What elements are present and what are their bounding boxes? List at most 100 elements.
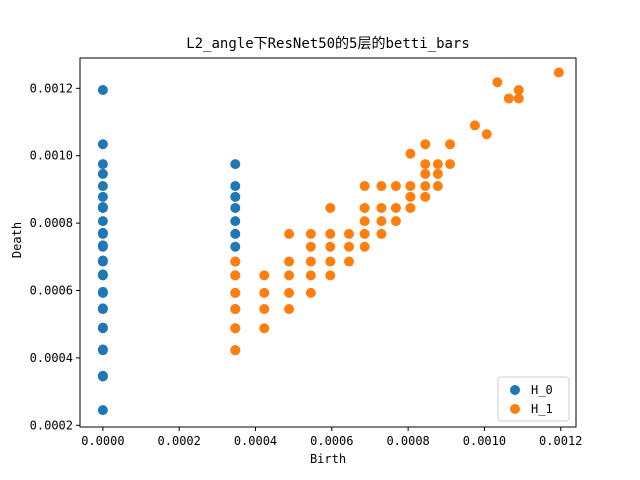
chart-title: L2_angle下ResNet50的5层的betti_bars xyxy=(186,36,470,52)
data-point-h-1-27 xyxy=(343,228,354,239)
plot-area xyxy=(97,67,564,416)
data-point-h-1-3 xyxy=(230,287,241,298)
data-point-h-1-32 xyxy=(359,181,370,192)
x-tick-label: 0.0000 xyxy=(81,434,124,448)
data-point-h-1-9 xyxy=(259,270,270,281)
data-point-h-0-22 xyxy=(97,191,108,202)
axes: 0.0000 0.0002 0.0004 0.0006 0.0008 0.0010 0.00… xyxy=(30,57,582,448)
data-point-h-0-37 xyxy=(230,202,241,213)
data-point-h-1-58 xyxy=(513,93,524,104)
data-point-h-0-16 xyxy=(97,240,108,251)
data-point-h-1-24 xyxy=(325,202,336,213)
x-tick-label: 0.0006 xyxy=(310,434,353,448)
data-point-h-1-38 xyxy=(390,202,401,213)
data-point-h-1-25 xyxy=(343,256,354,267)
legend-label-h-1: H_1 xyxy=(531,402,553,416)
data-point-h-0-24 xyxy=(97,168,108,179)
series-h-1 xyxy=(230,67,564,356)
data-point-h-1-14 xyxy=(284,228,295,239)
data-point-h-1-48 xyxy=(420,139,431,150)
data-point-h-1-30 xyxy=(359,216,370,227)
data-point-h-1-47 xyxy=(420,159,431,170)
data-point-h-0-6 xyxy=(97,322,108,333)
data-point-h-0-25 xyxy=(97,159,108,170)
data-point-h-1-52 xyxy=(445,159,456,170)
data-point-h-1-1 xyxy=(230,323,241,334)
legend-marker-h-0 xyxy=(510,385,520,395)
data-point-h-0-21 xyxy=(97,201,108,212)
data-point-h-1-6 xyxy=(259,323,270,334)
y-tick-label: 0.0004 xyxy=(30,351,73,365)
data-point-h-1-40 xyxy=(405,202,416,213)
data-point-h-1-33 xyxy=(376,228,387,239)
data-point-h-0-19 xyxy=(97,216,108,227)
series-h-0 xyxy=(97,85,241,416)
x-tick-label: 0.0010 xyxy=(463,434,506,448)
data-point-h-0-27 xyxy=(97,85,108,96)
data-point-h-1-10 xyxy=(284,304,295,315)
data-point-h-1-36 xyxy=(376,181,387,192)
y-tick-label: 0.0002 xyxy=(30,418,73,432)
data-point-h-1-49 xyxy=(432,181,443,192)
data-point-h-1-56 xyxy=(492,77,503,88)
data-point-h-1-26 xyxy=(343,241,354,252)
data-point-h-1-13 xyxy=(284,256,295,267)
data-point-h-0-18 xyxy=(97,227,108,238)
data-point-h-1-28 xyxy=(359,241,370,252)
x-tick-label: 0.0004 xyxy=(234,434,277,448)
data-point-h-0-36 xyxy=(230,216,241,227)
data-point-h-1-42 xyxy=(405,181,416,192)
plot-frame xyxy=(79,57,577,428)
data-point-h-0-12 xyxy=(97,269,108,280)
data-point-h-1-17 xyxy=(305,256,316,267)
x-tick-label: 0.0002 xyxy=(158,434,201,448)
data-point-h-1-22 xyxy=(325,241,336,252)
x-tick-label: 0.0008 xyxy=(386,434,429,448)
data-point-h-0-14 xyxy=(97,255,108,266)
y-tick-label: 0.0008 xyxy=(30,216,73,230)
y-axis-label: Death xyxy=(10,222,24,258)
data-point-h-0-26 xyxy=(97,139,108,150)
data-point-h-0-2 xyxy=(97,370,108,381)
data-point-h-0-10 xyxy=(97,286,108,297)
data-point-h-1-50 xyxy=(432,168,443,179)
data-point-h-1-31 xyxy=(359,202,370,213)
data-point-h-0-39 xyxy=(230,181,241,192)
y-tick-label: 0.0006 xyxy=(30,284,73,298)
data-point-h-1-7 xyxy=(259,304,270,315)
y-tick-label: 0.0012 xyxy=(30,81,73,95)
x-tick-label: 0.0012 xyxy=(539,434,582,448)
data-point-h-1-15 xyxy=(305,287,316,298)
data-point-h-1-54 xyxy=(469,120,480,131)
data-point-h-0-8 xyxy=(97,303,108,314)
data-point-h-1-4 xyxy=(230,270,241,281)
data-point-h-0-4 xyxy=(97,344,108,355)
data-point-h-1-60 xyxy=(553,67,564,78)
y-tick-label: 0.0010 xyxy=(30,149,73,163)
data-point-h-1-51 xyxy=(432,159,443,170)
data-point-h-1-5 xyxy=(230,256,241,267)
data-point-h-1-16 xyxy=(305,270,316,281)
data-point-h-1-29 xyxy=(359,228,370,239)
data-point-h-1-57 xyxy=(503,93,514,104)
legend-label-h-0: H_0 xyxy=(531,383,553,397)
x-axis-label: Birth xyxy=(310,452,346,466)
data-point-h-1-20 xyxy=(325,270,336,281)
data-point-h-1-37 xyxy=(390,216,401,227)
legend-marker-h-1 xyxy=(510,404,520,414)
data-point-h-1-18 xyxy=(305,241,316,252)
data-point-h-1-43 xyxy=(405,148,416,159)
data-point-h-0-23 xyxy=(97,181,108,192)
data-point-h-0-40 xyxy=(230,159,241,170)
data-point-h-0-35 xyxy=(230,228,241,239)
data-point-h-1-8 xyxy=(259,287,270,298)
data-point-h-1-0 xyxy=(230,345,241,356)
data-point-h-1-59 xyxy=(513,85,524,96)
data-point-h-0-0 xyxy=(97,405,108,416)
data-point-h-1-23 xyxy=(325,228,336,239)
data-point-h-1-46 xyxy=(420,168,431,179)
data-point-h-1-12 xyxy=(284,270,295,281)
data-point-h-1-39 xyxy=(390,181,401,192)
